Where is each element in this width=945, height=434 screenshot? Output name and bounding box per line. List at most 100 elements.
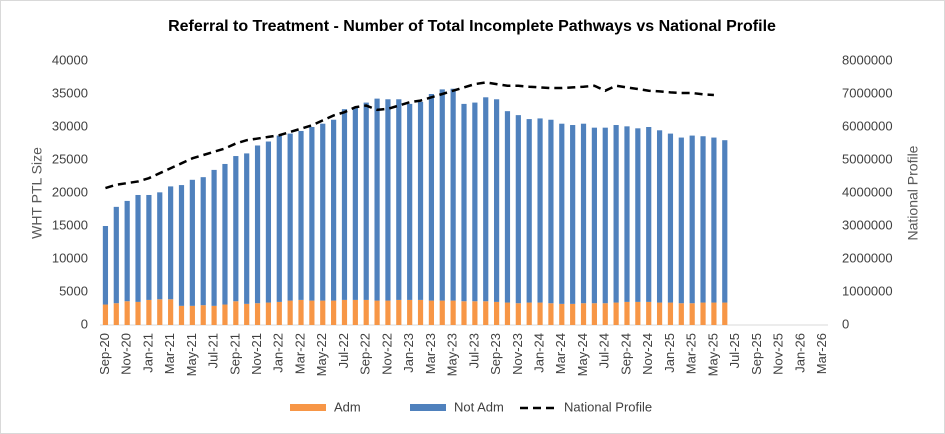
bar xyxy=(157,192,163,300)
bar xyxy=(320,123,326,301)
bar xyxy=(417,101,424,300)
bar xyxy=(548,119,554,304)
bar xyxy=(580,123,587,304)
x-tick-label: Mar-22 xyxy=(292,333,307,374)
bar xyxy=(722,140,728,303)
bar xyxy=(635,301,641,325)
bar xyxy=(331,119,337,301)
y-axis-title: WHT PTL Size xyxy=(29,147,45,239)
bar xyxy=(613,302,619,325)
bar xyxy=(135,301,141,325)
bar xyxy=(124,200,130,302)
y-tick-label: 25000 xyxy=(52,151,88,166)
bar xyxy=(298,299,304,325)
x-tick-label: May-22 xyxy=(314,333,329,376)
bar xyxy=(135,194,141,302)
bar xyxy=(287,300,293,325)
bar xyxy=(472,301,478,325)
x-tick-label: Mar-25 xyxy=(684,333,699,374)
y2-tick-label: 5000000 xyxy=(842,151,893,166)
bar xyxy=(483,97,489,302)
y-tick-label: 30000 xyxy=(52,118,88,133)
bar xyxy=(341,109,348,300)
y2-axis-title: National Profile xyxy=(905,145,921,240)
bar xyxy=(265,141,272,303)
y-tick-label: 35000 xyxy=(52,85,88,100)
x-tick-label: Jan-24 xyxy=(531,333,546,373)
bar xyxy=(602,303,608,325)
bar xyxy=(493,301,500,325)
bar xyxy=(722,302,728,325)
x-tick-label: Jan-26 xyxy=(792,333,807,373)
x-tick-label: Jan-22 xyxy=(271,333,286,373)
bar xyxy=(504,111,511,303)
bar xyxy=(515,115,521,304)
bar xyxy=(178,185,185,306)
bar xyxy=(102,304,109,325)
bar xyxy=(352,107,358,300)
x-tick-label: Jan-23 xyxy=(401,333,416,373)
y2-tick-label: 1000000 xyxy=(842,283,893,298)
bar xyxy=(244,303,250,325)
x-tick-label: May-25 xyxy=(705,333,720,376)
bar xyxy=(439,89,445,301)
y2-tick-label: 2000000 xyxy=(842,250,893,265)
x-tick-label: Jul-21 xyxy=(206,333,221,368)
bar xyxy=(570,125,576,304)
bar xyxy=(168,299,174,325)
bar xyxy=(472,102,478,302)
legend-label: National Profile xyxy=(564,399,652,414)
bar xyxy=(352,299,358,325)
bar xyxy=(374,300,380,325)
bar xyxy=(363,102,369,300)
y2-tick-label: 4000000 xyxy=(842,184,893,199)
bar xyxy=(711,137,717,303)
bar xyxy=(537,118,543,303)
chart-title: Referral to Treatment - Number of Total … xyxy=(168,18,776,35)
x-tick-label: May-24 xyxy=(575,333,590,376)
bar xyxy=(526,302,532,325)
x-tick-label: Jan-25 xyxy=(662,333,677,373)
bar xyxy=(700,136,706,303)
x-tick-label: Nov-23 xyxy=(510,333,525,375)
bar xyxy=(613,125,619,303)
x-tick-label: Nov-20 xyxy=(119,333,134,375)
bar xyxy=(374,98,380,301)
x-tick-label: Sep-25 xyxy=(749,333,764,375)
x-tick-label: Nov-22 xyxy=(379,333,394,375)
bar xyxy=(211,305,217,325)
bar xyxy=(157,299,163,325)
x-tick-label: Sep-24 xyxy=(618,333,633,375)
bar xyxy=(667,133,674,303)
y2-tick-label: 6000000 xyxy=(842,118,893,133)
x-tick-label: May-23 xyxy=(445,333,460,376)
x-tick-label: Mar-21 xyxy=(162,333,177,374)
x-tick-label: Jul-24 xyxy=(597,333,612,368)
x-tick-label: Jul-23 xyxy=(466,333,481,368)
bar xyxy=(700,302,706,325)
bar xyxy=(189,305,195,325)
y-tick-label: 20000 xyxy=(52,184,88,199)
y-tick-label: 10000 xyxy=(52,250,88,265)
bar xyxy=(656,130,663,303)
x-tick-label: Mar-23 xyxy=(423,333,438,374)
bar xyxy=(396,299,402,325)
x-tick-label: Mar-24 xyxy=(553,333,568,374)
bar xyxy=(559,123,565,304)
bar xyxy=(385,99,391,301)
bar xyxy=(504,302,511,325)
bar xyxy=(222,304,228,325)
x-tick-label: Sep-22 xyxy=(358,333,373,375)
bar xyxy=(298,130,304,300)
bar xyxy=(309,127,315,301)
bar xyxy=(515,303,521,325)
bar xyxy=(493,99,500,302)
bar xyxy=(526,119,532,303)
bar xyxy=(363,299,369,325)
y-tick-label: 0 xyxy=(81,316,88,331)
bar xyxy=(254,303,261,325)
bar xyxy=(646,127,652,302)
y2-tick-label: 3000000 xyxy=(842,217,893,232)
legend-swatch xyxy=(290,404,326,411)
bar xyxy=(244,153,250,304)
